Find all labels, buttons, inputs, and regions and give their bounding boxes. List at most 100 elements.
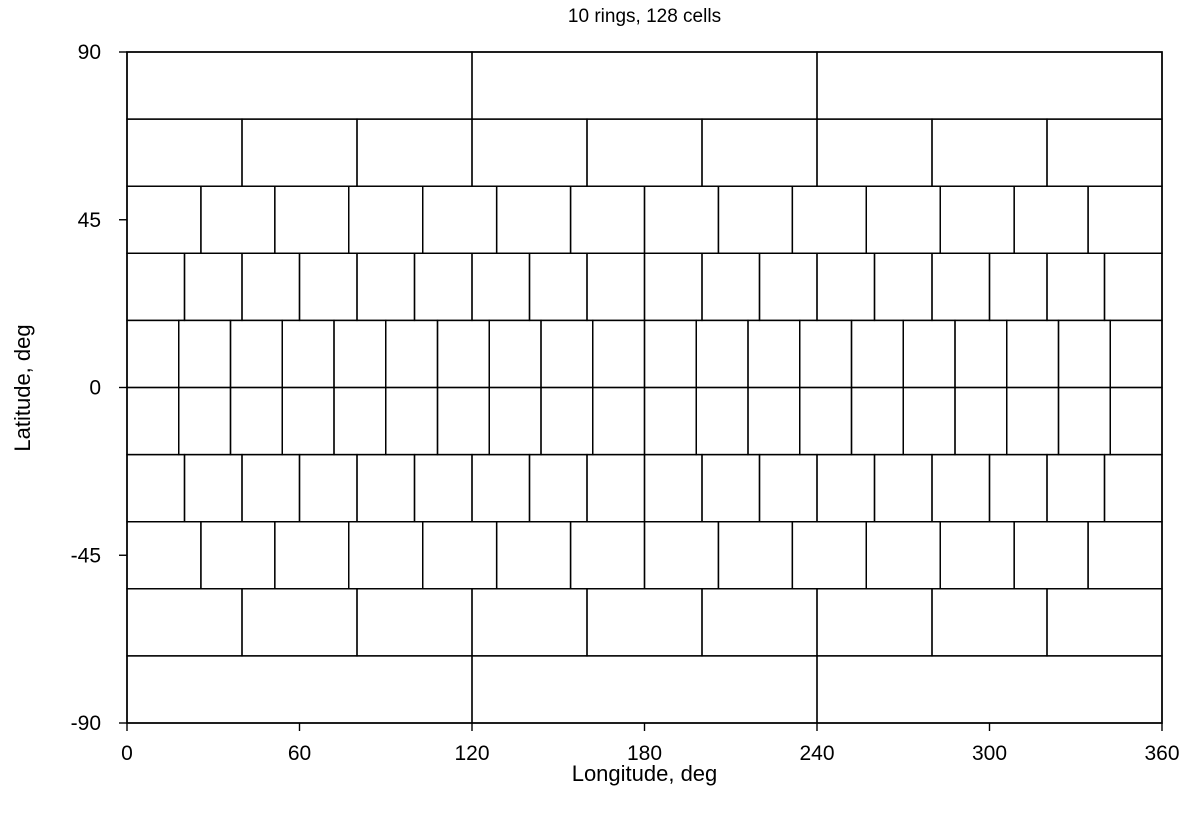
cell-ring-2-13 (1087, 185, 1163, 254)
cell-ring-7-9 (791, 521, 867, 590)
cell-ring-8-7 (931, 588, 1048, 657)
cell-ring-5-15 (902, 386, 956, 456)
x-tick-label: 240 (799, 742, 834, 765)
cell-ring-8-3 (471, 588, 588, 657)
cell-ring-2-7 (643, 185, 720, 254)
cell-ring-3-2 (241, 252, 301, 322)
cell-ring-5-17 (1006, 386, 1060, 456)
cell-ring-8-1 (241, 588, 358, 657)
cell-ring-4-3 (281, 319, 335, 389)
cell-ring-6-9 (643, 453, 703, 523)
cell-ring-6-12 (816, 453, 876, 523)
cell-ring-6-13 (873, 453, 933, 523)
cell-ring-2-2 (274, 185, 350, 254)
y-tick-label: -45 (71, 544, 101, 567)
y-axis: -90 -45 0 45 90 (71, 41, 127, 735)
cell-ring-4-8 (540, 319, 594, 389)
cell-ring-8-6 (816, 588, 933, 657)
cell-ring-4-17 (1006, 319, 1060, 389)
cell-ring-5-8 (540, 386, 594, 456)
cell-ring-7-11 (939, 521, 1015, 590)
cell-ring-3-1 (183, 252, 243, 322)
cell-ring-0-1 (471, 51, 818, 120)
cell-ring-4-11 (695, 319, 749, 389)
cell-ring-6-2 (241, 453, 301, 523)
cell-ring-4-2 (229, 319, 283, 389)
cell-ring-5-14 (850, 386, 904, 456)
cell-ring-6-5 (413, 453, 473, 523)
cell-ring-3-10 (701, 252, 761, 322)
y-axis-label: Latitude, deg (10, 324, 35, 451)
cell-ring-4-16 (954, 319, 1008, 389)
cell-ring-2-0 (126, 185, 202, 254)
cell-ring-3-3 (298, 252, 358, 322)
cell-ring-1-6 (816, 118, 933, 187)
y-tick-label: 45 (78, 209, 101, 232)
cell-ring-6-8 (586, 453, 646, 523)
cell-ring-6-10 (701, 453, 761, 523)
cell-ring-2-4 (422, 185, 498, 254)
cell-ring-7-2 (274, 521, 350, 590)
x-axis: 0 60 120 180 240 300 360 (121, 723, 1180, 765)
cell-ring-8-8 (1046, 588, 1163, 657)
cell-ring-2-6 (569, 185, 646, 254)
x-tick-label: 120 (454, 742, 489, 765)
cell-ring-3-17 (1103, 252, 1163, 322)
cell-ring-1-0 (126, 118, 243, 187)
cell-ring-5-5 (385, 386, 439, 456)
cell-ring-6-6 (471, 453, 531, 523)
cell-ring-7-10 (865, 521, 941, 590)
cell-ring-4-10 (643, 319, 697, 389)
x-tick-label: 300 (972, 742, 1007, 765)
cell-ring-7-0 (126, 521, 202, 590)
cell-ring-4-19 (1109, 319, 1163, 389)
cell-ring-4-12 (747, 319, 801, 389)
cell-ring-3-12 (816, 252, 876, 322)
cell-ring-4-18 (1057, 319, 1111, 389)
cell-ring-3-11 (758, 252, 818, 322)
cell-ring-1-3 (471, 118, 588, 187)
cell-ring-1-4 (586, 118, 703, 187)
y-tick-label: -90 (71, 712, 101, 735)
cell-ring-4-1 (178, 319, 232, 389)
cell-ring-7-8 (717, 521, 794, 590)
cell-ring-2-8 (717, 185, 794, 254)
cell-ring-7-5 (495, 521, 572, 590)
cell-ring-4-15 (902, 319, 956, 389)
cell-ring-1-1 (241, 118, 358, 187)
cell-ring-8-2 (356, 588, 473, 657)
x-tick-label: 0 (121, 742, 133, 765)
cell-ring-2-5 (495, 185, 572, 254)
cell-ring-0-0 (126, 51, 473, 120)
cell-ring-2-10 (865, 185, 941, 254)
cell-ring-8-0 (126, 588, 243, 657)
x-tick-label: 60 (288, 742, 311, 765)
cell-ring-7-3 (348, 521, 424, 590)
cell-ring-7-12 (1013, 521, 1089, 590)
cell-ring-8-5 (701, 588, 818, 657)
cells-group (126, 51, 1163, 724)
cell-ring-6-15 (988, 453, 1048, 523)
cell-ring-7-4 (422, 521, 498, 590)
cell-ring-1-8 (1046, 118, 1163, 187)
cell-ring-3-4 (356, 252, 416, 322)
cell-ring-9-0 (126, 655, 473, 724)
cell-ring-8-4 (586, 588, 703, 657)
chart-title: 10 rings, 128 cells (568, 6, 721, 27)
cell-ring-6-3 (298, 453, 358, 523)
cell-ring-2-1 (200, 185, 276, 254)
cell-ring-5-19 (1109, 386, 1163, 456)
cell-ring-6-4 (356, 453, 416, 523)
cell-ring-5-11 (695, 386, 749, 456)
cell-ring-2-3 (348, 185, 424, 254)
cell-ring-7-6 (569, 521, 646, 590)
cell-ring-5-1 (178, 386, 232, 456)
cell-ring-5-12 (747, 386, 801, 456)
cell-ring-2-11 (939, 185, 1015, 254)
cell-ring-3-5 (413, 252, 473, 322)
cell-ring-3-9 (643, 252, 703, 322)
cell-ring-4-14 (850, 319, 904, 389)
cell-ring-1-2 (356, 118, 473, 187)
cell-ring-2-12 (1013, 185, 1089, 254)
cell-ring-6-1 (183, 453, 243, 523)
